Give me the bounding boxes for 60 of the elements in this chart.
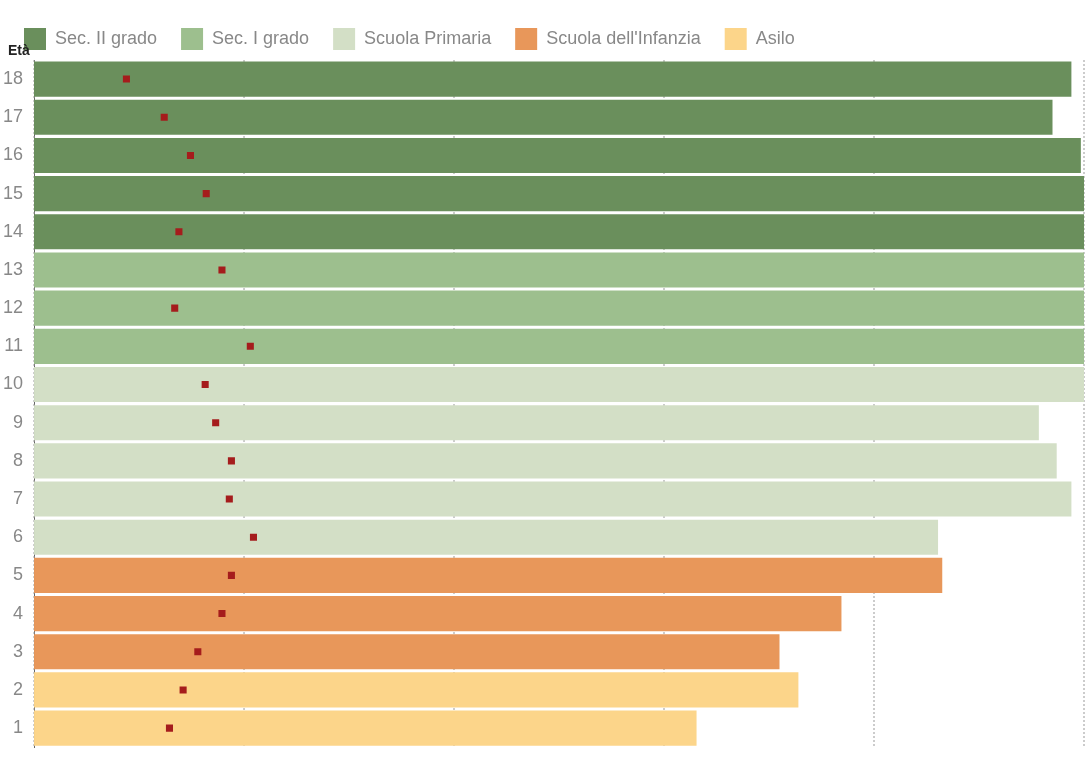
bar [34,366,1084,403]
point [186,151,194,159]
bar [34,634,780,670]
point [246,342,254,350]
legend-label: Sec. II grado [55,27,158,48]
bar [34,328,1084,364]
point [165,724,173,732]
y-tick-label: 16 [2,144,24,165]
y-tick-label: 15 [2,182,24,203]
bar [34,672,799,708]
bar [34,290,1084,326]
point [227,571,235,579]
y-tick-label: 9 [13,411,24,432]
point [122,75,130,83]
legend-label: Scuola dell'Infanzia [546,27,702,48]
y-tick-label: 7 [13,488,24,509]
y-axis-title: Età [8,41,30,58]
y-tick-label: 5 [13,564,24,585]
point [194,648,202,656]
y-tick-label: 3 [13,640,24,661]
point [227,457,235,465]
y-tick-label: 4 [13,602,24,623]
y-tick-label: 6 [13,526,24,547]
y-tick-label: 11 [4,335,24,356]
y-tick-label: 2 [13,678,24,699]
y-tick-label: 17 [2,106,24,127]
bar [34,710,697,746]
bar [34,405,1039,441]
y-tick-label: 1 [13,717,24,738]
y-tick-label: 18 [2,68,24,89]
point [218,266,226,274]
legend-label: Sec. I grado [212,27,310,48]
bar [34,596,842,632]
y-tick-label: 12 [2,297,24,318]
bar [34,99,1053,135]
point [218,610,226,618]
bar [34,252,1084,288]
point [202,190,210,198]
bar [34,481,1072,517]
point [179,686,187,694]
bar [34,443,1057,479]
point [201,380,209,389]
point [212,419,220,427]
y-tick-label: 10 [2,373,24,394]
bar [34,61,1072,97]
bar [34,137,1081,174]
y-tick-label: 8 [13,449,24,470]
point [171,304,179,312]
legend-label: Asilo [755,27,795,48]
bar [34,557,943,593]
bar [34,519,939,555]
point [175,228,183,236]
y-tick-label: 13 [2,258,24,279]
y-tick-label: 14 [2,220,24,241]
bar [34,176,1084,212]
point [249,533,257,541]
bar [34,214,1084,250]
point [225,495,233,503]
point [160,113,168,121]
legend-label: Scuola Primaria [364,27,493,48]
